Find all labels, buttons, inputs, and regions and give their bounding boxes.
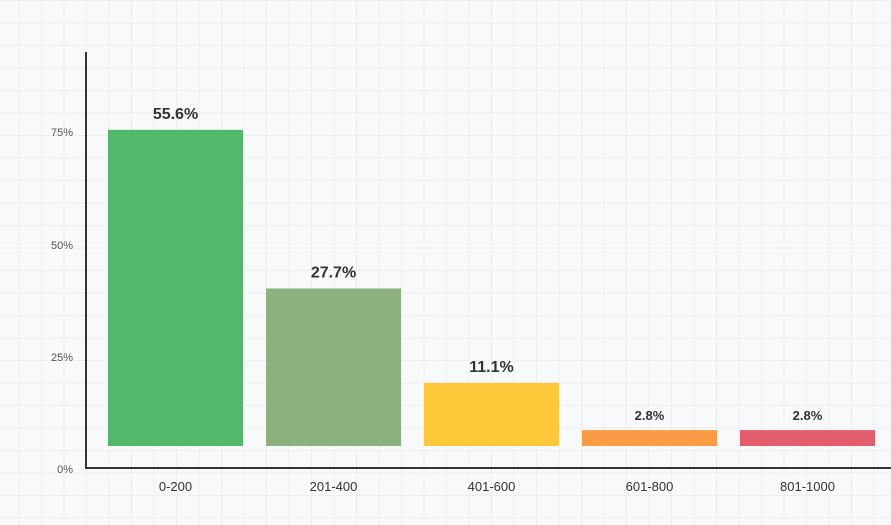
- x-tick-label: 401-600: [468, 479, 516, 494]
- bar: [582, 430, 717, 446]
- data-label: 55.6%: [153, 106, 198, 123]
- data-label: 11.1%: [469, 359, 513, 376]
- x-tick-label: 601-800: [626, 479, 674, 494]
- bar: [740, 430, 875, 446]
- y-tick-label: 75%: [51, 127, 73, 139]
- bar: [266, 288, 401, 446]
- x-tick-label: 0-200: [159, 479, 192, 494]
- data-label: 2.8%: [635, 408, 665, 423]
- x-tick-label: 801-1000: [780, 479, 835, 494]
- x-tick-label: 201-400: [310, 479, 358, 494]
- bar: [424, 382, 559, 446]
- y-tick-label: 0%: [57, 464, 73, 476]
- y-tick-label: 50%: [51, 240, 73, 252]
- bar: [108, 129, 243, 446]
- data-label: 27.7%: [311, 264, 356, 281]
- y-tick-label: 25%: [51, 352, 73, 364]
- data-label: 2.8%: [793, 408, 823, 423]
